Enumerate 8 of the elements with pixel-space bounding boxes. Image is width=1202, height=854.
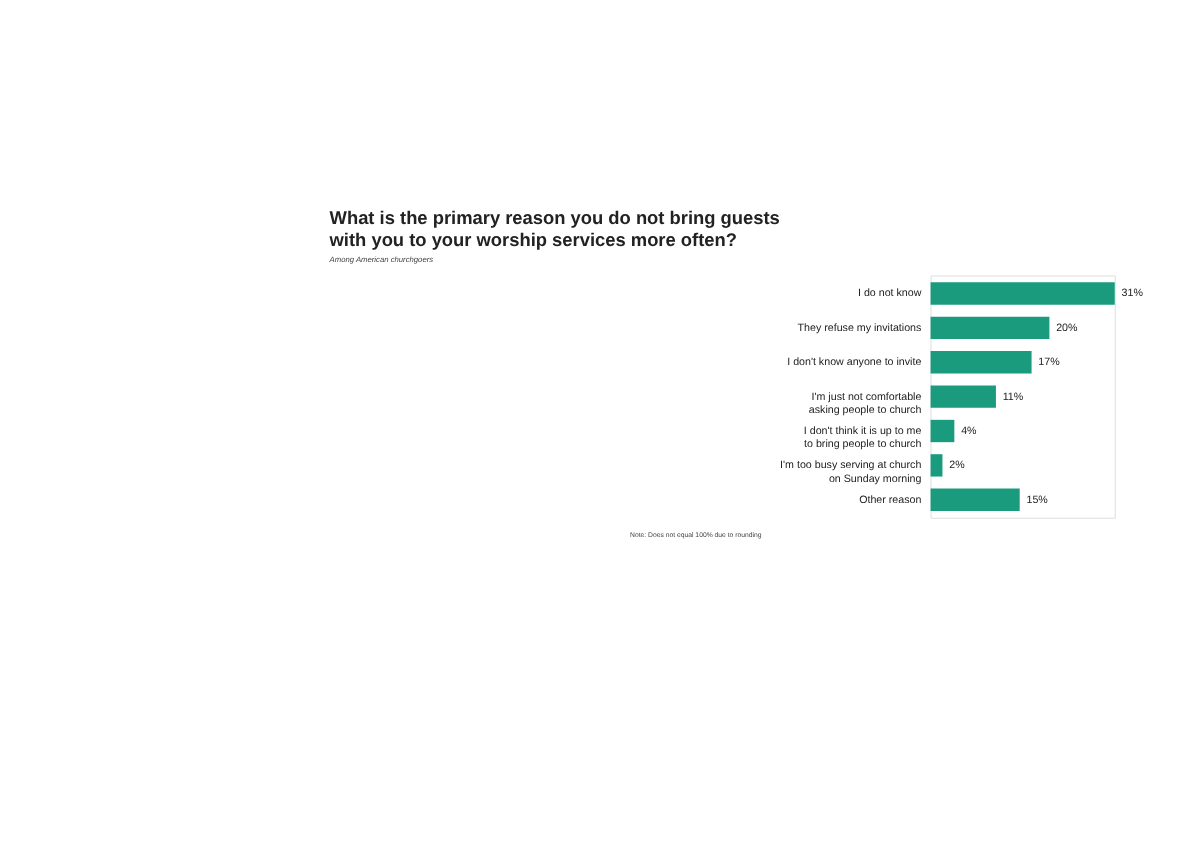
bar — [930, 316, 1050, 340]
text: What is the primary reason you do not bring guests with you to your worship services more often? — [327, 208, 780, 251]
bar — [930, 282, 1115, 305]
bar — [930, 488, 1020, 511]
bar — [930, 385, 996, 408]
bar — [930, 454, 943, 477]
bar — [930, 351, 1032, 374]
bar — [930, 419, 955, 443]
